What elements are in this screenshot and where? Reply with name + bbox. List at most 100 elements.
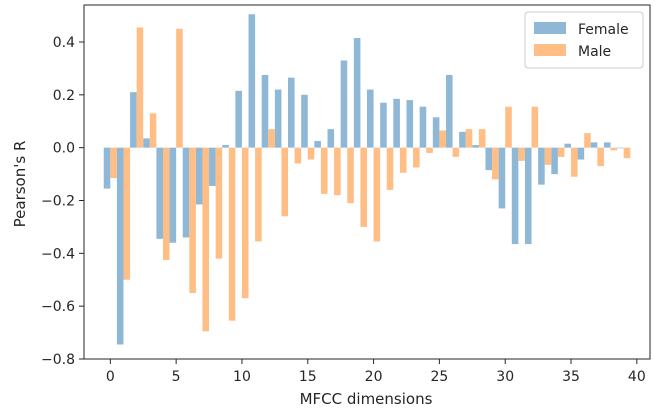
bar-male-9 <box>228 147 236 321</box>
x-tick-label: 15 <box>299 369 317 385</box>
bar-female-31 <box>511 147 519 245</box>
bar-female-23 <box>406 100 414 148</box>
bar-female-20 <box>367 89 374 148</box>
legend-swatch-female <box>534 22 566 34</box>
bar-male-19 <box>360 147 367 227</box>
bar-female-27 <box>459 131 466 148</box>
bar-male-22 <box>399 147 407 173</box>
bar-male-1 <box>123 147 131 280</box>
bar-male-11 <box>255 147 262 242</box>
bar-male-7 <box>202 147 210 332</box>
bar-female-15 <box>301 94 308 148</box>
bar-female-39 <box>617 147 624 149</box>
bar-female-10 <box>235 90 242 148</box>
bar-female-26 <box>445 75 453 148</box>
x-tick-label: 0 <box>106 369 115 385</box>
y-tick-label: −0.2 <box>41 193 75 209</box>
bar-female-3 <box>143 138 150 148</box>
bar-male-15 <box>307 147 315 160</box>
bar-male-4 <box>162 147 170 260</box>
bar-male-0 <box>110 147 117 179</box>
bar-male-20 <box>373 147 381 242</box>
bar-male-32 <box>531 106 539 148</box>
bar-female-12 <box>261 75 269 148</box>
bar-female-25 <box>432 117 440 148</box>
axes-layer: 0 5 10 15 20 25 30 35 40 −0.8 −0.6 −0.4 −0.2 0.0 0.2 0.… <box>41 4 651 385</box>
bar-male-37 <box>597 147 604 167</box>
bar-male-6 <box>189 147 196 293</box>
bar-male-30 <box>505 106 512 148</box>
y-tick-label: −0.4 <box>41 246 75 262</box>
y-tick-label: 0.0 <box>53 141 75 157</box>
bar-male-35 <box>571 147 578 177</box>
bar-female-17 <box>327 129 335 148</box>
y-tick-label: −0.6 <box>41 299 75 315</box>
x-tick-label: 40 <box>628 369 646 385</box>
bar-male-10 <box>241 147 249 299</box>
bar-female-7 <box>195 147 203 205</box>
bar-female-36 <box>577 147 585 160</box>
y-tick-label: −0.8 <box>41 352 75 368</box>
legend-swatch-male <box>534 44 566 56</box>
bar-female-13 <box>274 89 282 148</box>
bar-female-14 <box>288 77 295 148</box>
bar-male-13 <box>281 147 289 217</box>
bars-layer <box>103 14 631 345</box>
bar-male-23 <box>413 147 420 168</box>
bar-female-5 <box>169 147 177 243</box>
bar-male-33 <box>544 147 552 165</box>
legend-label-male: Male <box>578 44 611 60</box>
bar-female-24 <box>419 106 427 148</box>
bar-male-17 <box>334 147 341 196</box>
bar-male-27 <box>465 129 473 148</box>
x-tick-label: 10 <box>233 369 251 385</box>
bar-male-26 <box>452 147 460 157</box>
x-axis-label: MFCC dimensions <box>300 390 433 408</box>
y-tick-label: 0.2 <box>53 88 75 104</box>
bar-female-28 <box>472 145 479 148</box>
bar-male-14 <box>294 147 302 164</box>
bar-female-33 <box>538 147 545 185</box>
y-tick-label: 0.4 <box>53 35 75 51</box>
x-tick-label: 35 <box>562 369 580 385</box>
bar-female-18 <box>340 60 348 148</box>
legend-label-female: Female <box>578 22 629 38</box>
bar-female-4 <box>156 147 163 239</box>
bar-male-24 <box>426 147 433 153</box>
bar-female-19 <box>353 38 361 148</box>
bar-female-29 <box>485 147 493 171</box>
bar-male-16 <box>320 147 328 194</box>
bar-male-5 <box>176 28 183 148</box>
bar-female-35 <box>564 143 572 148</box>
bar-female-2 <box>130 92 137 148</box>
bar-female-9 <box>222 145 229 148</box>
bar-female-0 <box>103 147 111 189</box>
bar-male-8 <box>215 147 223 259</box>
x-tick-label: 25 <box>430 369 448 385</box>
bar-male-34 <box>557 147 565 157</box>
bar-male-25 <box>439 130 446 148</box>
bar-female-32 <box>524 147 532 245</box>
bar-male-3 <box>149 113 157 148</box>
bar-male-28 <box>478 129 486 148</box>
bar-male-39 <box>623 147 631 159</box>
bar-male-36 <box>584 133 591 148</box>
bar-female-22 <box>393 98 400 148</box>
bar-female-8 <box>209 147 216 186</box>
bar-male-2 <box>136 27 144 148</box>
bar-male-12 <box>268 129 275 148</box>
bar-female-38 <box>603 142 611 148</box>
x-tick-label: 5 <box>172 369 181 385</box>
bar-female-6 <box>182 147 190 238</box>
bar-female-34 <box>551 147 558 175</box>
y-axis-label: Pearson's R <box>11 141 29 228</box>
bar-female-30 <box>498 147 506 209</box>
bar-male-29 <box>492 147 499 180</box>
x-tick-label: 20 <box>365 369 383 385</box>
bar-male-21 <box>386 147 394 190</box>
bar-female-1 <box>116 147 124 345</box>
bar-female-21 <box>380 102 387 148</box>
plot-frame <box>83 4 651 360</box>
bar-male-31 <box>518 147 525 161</box>
